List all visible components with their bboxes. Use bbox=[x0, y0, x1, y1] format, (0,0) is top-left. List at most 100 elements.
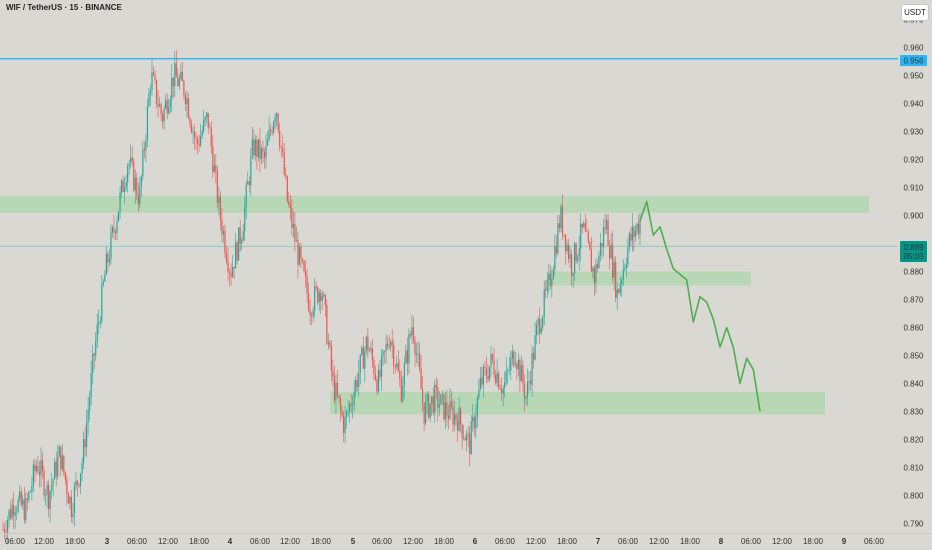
candle-body bbox=[23, 499, 25, 521]
candle-body bbox=[102, 281, 104, 285]
candle-body bbox=[577, 256, 579, 261]
price-tags: 0.956 0.889 05:03 bbox=[900, 55, 927, 262]
candle-body bbox=[578, 248, 580, 257]
candle-body bbox=[174, 63, 176, 87]
price-tick-label: 0.860 bbox=[903, 324, 924, 333]
candle-body bbox=[154, 75, 156, 80]
price-axis[interactable]: 0.790 0.800 0.810 0.820 0.830 0.840 0.850 0.860… bbox=[903, 16, 924, 529]
candle-body bbox=[225, 252, 228, 262]
candle-body bbox=[48, 484, 50, 509]
time-tick-label: 4 bbox=[228, 537, 233, 546]
candle-body bbox=[294, 223, 296, 242]
candle-body bbox=[96, 324, 98, 342]
candle-body bbox=[339, 398, 342, 410]
candle-body bbox=[297, 240, 299, 265]
candle-body bbox=[186, 98, 188, 105]
candle-body bbox=[403, 363, 405, 386]
candle-body bbox=[428, 394, 430, 418]
candle-body bbox=[108, 259, 111, 263]
time-axis[interactable]: 06:00 12:00 18:00 3 06:00 12:00 18:00 4 06:00 12:… bbox=[5, 537, 885, 546]
candle-body bbox=[446, 402, 448, 416]
candle-body bbox=[260, 148, 263, 159]
candle-body bbox=[470, 421, 472, 455]
candle-body bbox=[479, 377, 481, 390]
candle-body bbox=[420, 368, 422, 390]
time-tick-label: 18:00 bbox=[557, 537, 578, 546]
candle-body bbox=[318, 292, 320, 303]
candle-body bbox=[484, 366, 486, 368]
candle-body bbox=[133, 161, 135, 191]
time-tick-label: 18:00 bbox=[65, 537, 86, 546]
candle-body bbox=[633, 227, 635, 237]
candle-body bbox=[587, 231, 589, 242]
candle-body bbox=[432, 396, 434, 413]
candle-body bbox=[481, 377, 483, 385]
candle-body bbox=[450, 401, 453, 408]
candle-body bbox=[592, 268, 594, 272]
candle-body bbox=[95, 341, 97, 356]
candle-body bbox=[496, 372, 498, 384]
candle-body bbox=[292, 223, 294, 228]
candle-body bbox=[69, 496, 71, 504]
candle-body bbox=[400, 378, 402, 402]
time-tick-label: 8 bbox=[719, 537, 724, 546]
candle-body bbox=[139, 187, 141, 205]
candle-body bbox=[238, 227, 240, 261]
candle-body bbox=[312, 310, 314, 317]
candle-body bbox=[57, 456, 59, 477]
candle-body bbox=[212, 146, 214, 173]
candle-body bbox=[440, 394, 442, 405]
candlesticks bbox=[2, 50, 641, 545]
candle-body bbox=[335, 382, 337, 401]
candle-body bbox=[245, 184, 247, 207]
candle-body bbox=[195, 137, 197, 140]
candle-body bbox=[356, 379, 358, 387]
candle-body bbox=[493, 359, 495, 375]
candle-body bbox=[374, 374, 377, 380]
candle-body bbox=[124, 187, 126, 192]
candle-body bbox=[333, 376, 336, 401]
price-tick-label: 0.870 bbox=[903, 296, 924, 305]
candle-body bbox=[207, 112, 209, 128]
candle-body bbox=[575, 243, 577, 261]
time-tick-label: 18:00 bbox=[680, 537, 701, 546]
candle-body bbox=[60, 446, 62, 470]
candle-body bbox=[537, 318, 539, 326]
candle-body bbox=[244, 206, 246, 232]
candle-body bbox=[31, 486, 33, 492]
candle-body bbox=[344, 416, 346, 433]
candle-body bbox=[570, 254, 573, 277]
candle-body bbox=[239, 227, 241, 244]
candle-body bbox=[271, 131, 273, 133]
price-tick-label: 0.800 bbox=[903, 492, 924, 501]
candle-body bbox=[37, 466, 39, 472]
candle-body bbox=[5, 532, 7, 534]
candle-body bbox=[209, 127, 211, 129]
price-tick-label: 0.790 bbox=[903, 520, 924, 529]
candle-body bbox=[326, 305, 328, 344]
candle-body bbox=[368, 350, 370, 352]
candle-body bbox=[634, 230, 637, 237]
candle-body bbox=[548, 274, 550, 281]
candle-body bbox=[79, 473, 82, 486]
candle-body bbox=[539, 318, 541, 334]
candle-body bbox=[155, 79, 158, 104]
candle-body bbox=[166, 100, 168, 114]
candle-body bbox=[251, 139, 253, 157]
candle-body bbox=[11, 504, 13, 518]
candle-body bbox=[76, 480, 79, 485]
currency-button[interactable]: USDT bbox=[901, 4, 929, 21]
price-tick-label: 0.900 bbox=[903, 212, 924, 221]
candle-body bbox=[443, 394, 445, 420]
time-tick-label: 12:00 bbox=[280, 537, 301, 546]
candle-body bbox=[282, 148, 284, 152]
candle-body bbox=[639, 220, 641, 234]
candle-body bbox=[380, 355, 383, 377]
candle-body bbox=[169, 99, 171, 108]
candle-body bbox=[55, 461, 57, 477]
candle-body bbox=[81, 463, 83, 474]
candle-body bbox=[277, 113, 279, 132]
candle-body bbox=[157, 103, 159, 107]
candle-body bbox=[399, 371, 401, 379]
